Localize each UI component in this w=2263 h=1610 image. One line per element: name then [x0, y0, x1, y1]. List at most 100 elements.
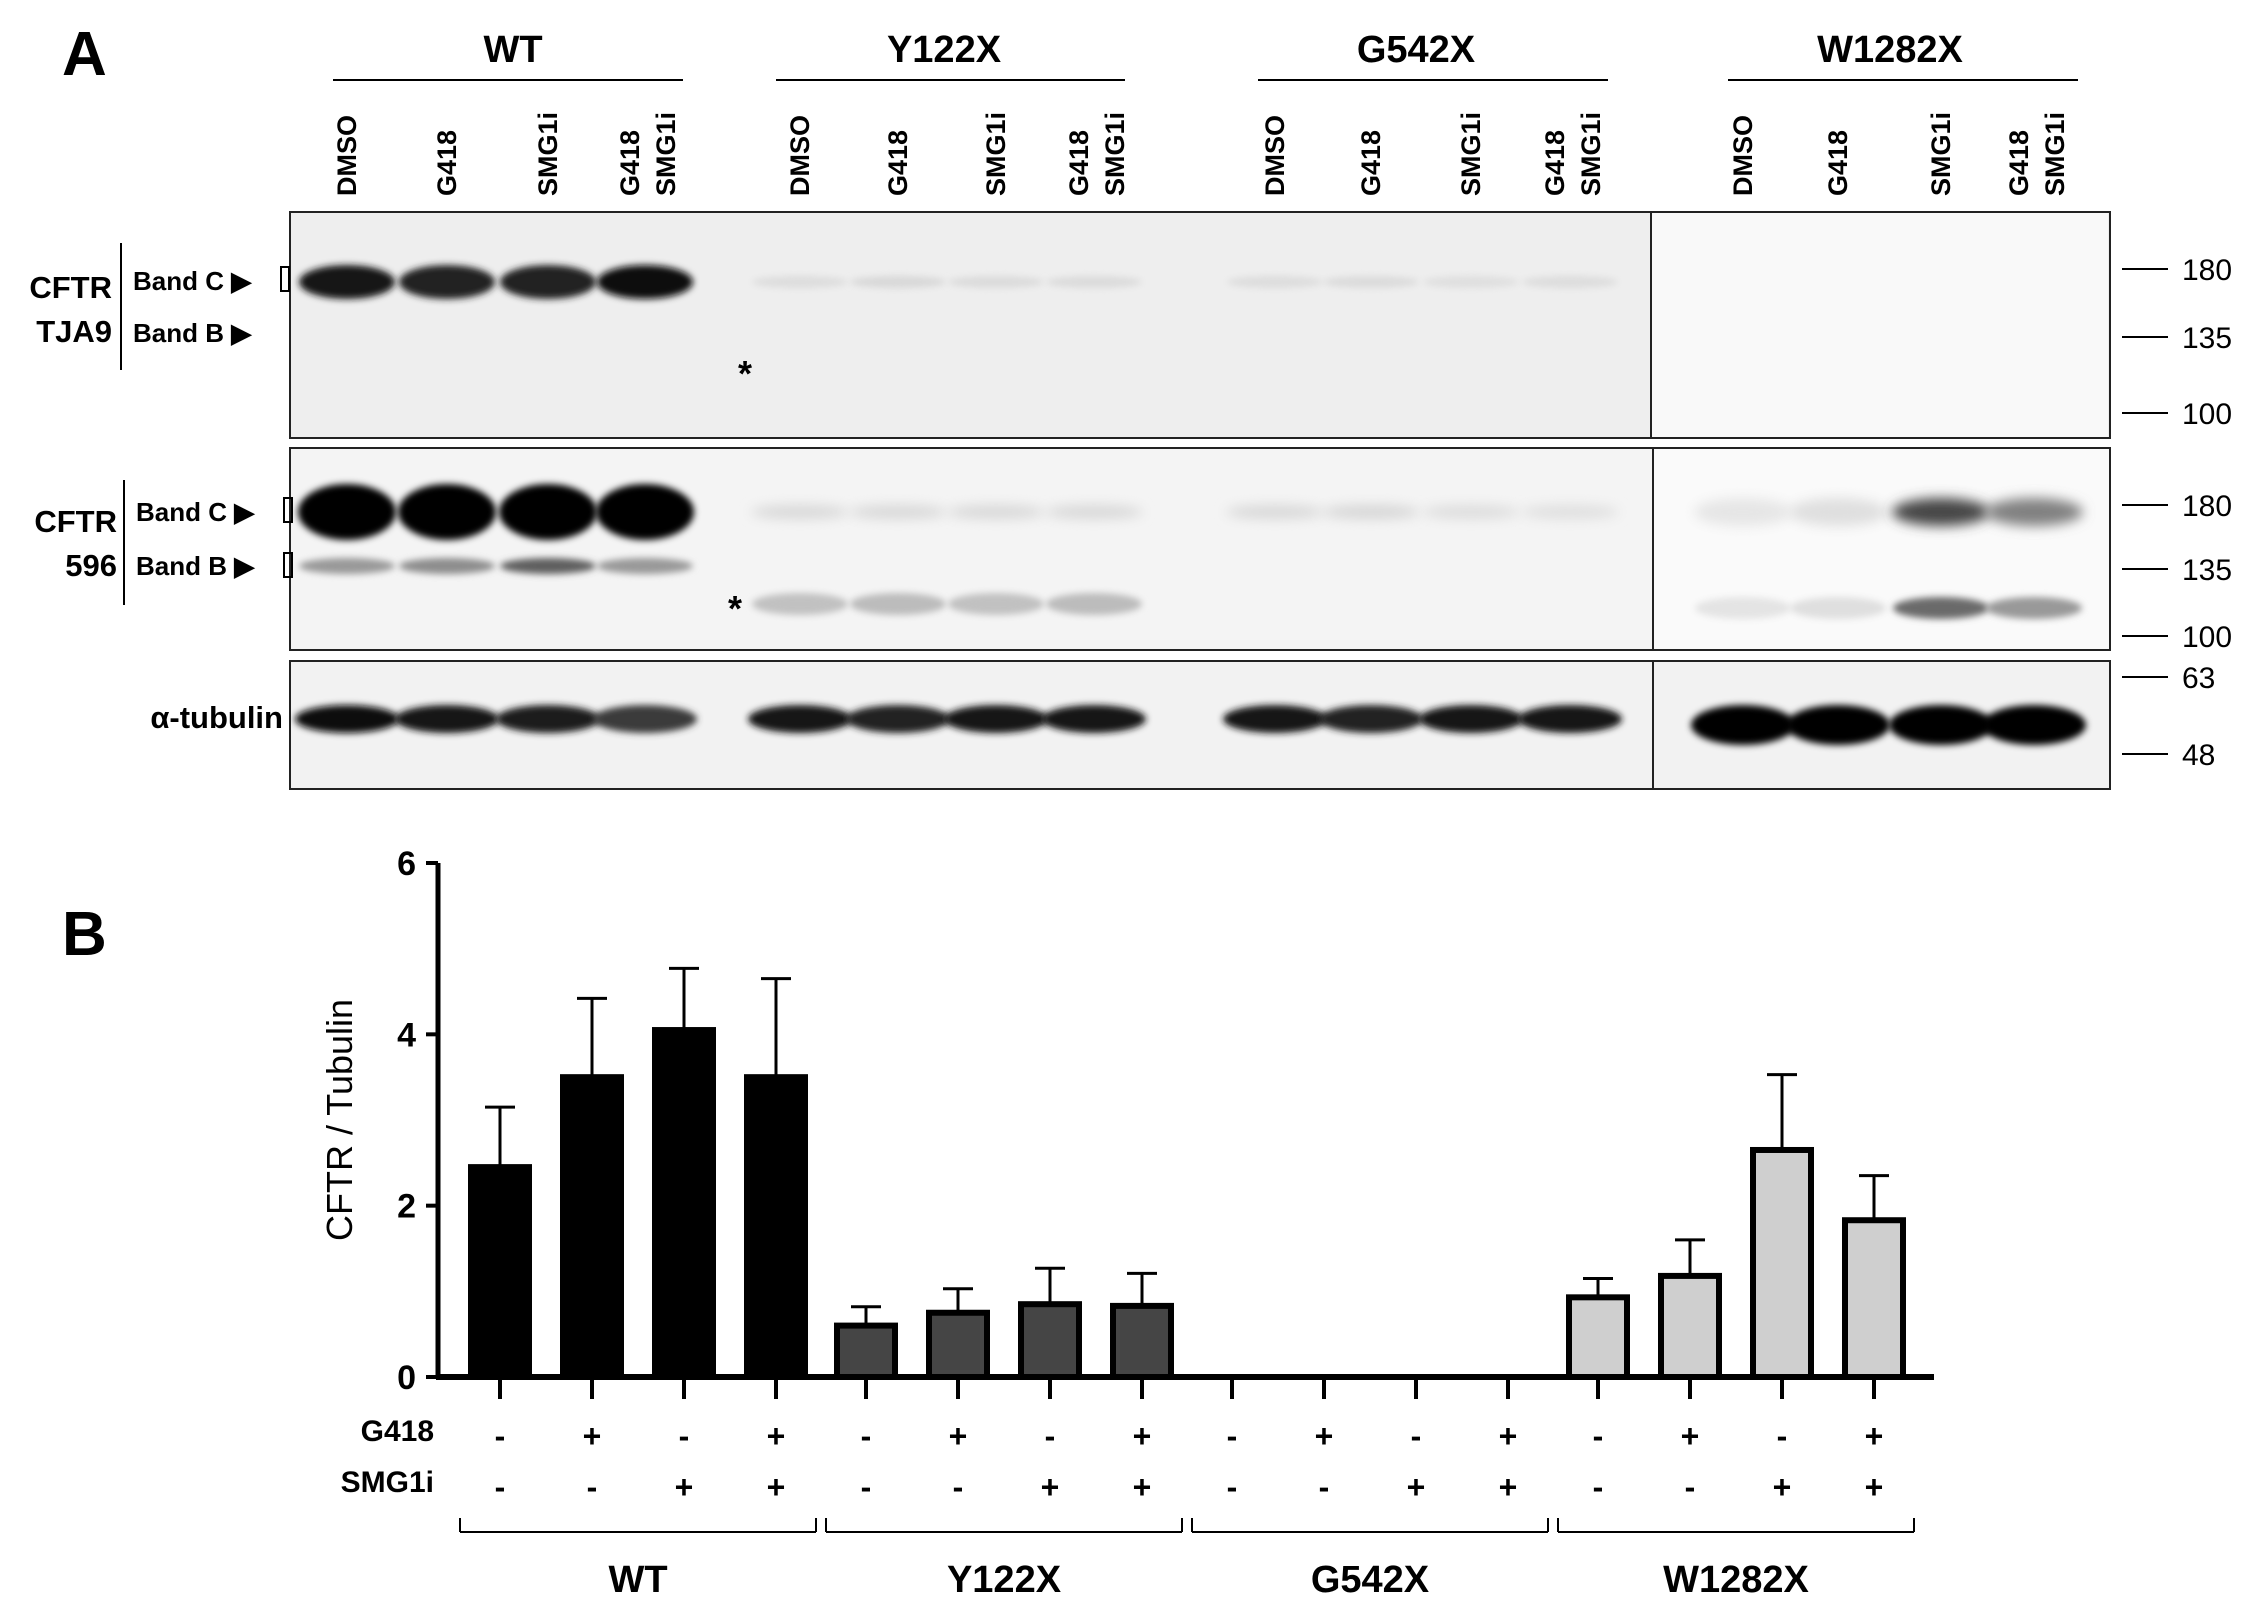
treatment-g418-y122x-0: - — [861, 1418, 872, 1454]
treatment-g418-g542x-2: - — [1411, 1418, 1422, 1454]
band-tja9-c-wt-g418 — [399, 265, 495, 299]
lane-label-g542x-g418-smg1i-line1: G418 — [1540, 130, 1570, 196]
band-596-b-y122x-g418 — [850, 593, 946, 615]
bar-wt-3 — [744, 1074, 808, 1380]
treatment-label-g418: G418 — [361, 1415, 434, 1448]
y-axis-ticks: 0 2 4 6 — [397, 845, 438, 1397]
blot-tja9-asterisk: * — [738, 353, 752, 394]
band-tubulin-wt-g418-smg1i — [593, 705, 697, 733]
band-tubulin-w1282x-smg1i — [1889, 705, 1993, 745]
band-tubulin-w1282x-dmso — [1691, 705, 1795, 745]
mw-markers: 180 135 100 180 135 100 63 48 — [2122, 254, 2232, 772]
band-tubulin-g542x-dmso — [1223, 705, 1327, 733]
mw-label-tja9-135: 135 — [2182, 322, 2232, 355]
blot-tja9-band-c-label: Band C ▶ — [133, 266, 252, 296]
band-596-c-y122x-smg1i — [947, 505, 1045, 519]
blot-tja9-band-b-label: Band B ▶ — [133, 318, 252, 348]
lane-label-w1282x-smg1i: SMG1i — [1926, 112, 1956, 196]
blot-group-label-g542x: G542X — [1357, 29, 1476, 71]
treatment-g418-wt-0: - — [495, 1418, 506, 1454]
panel-a-western-blot: A WT Y122X G542X W1282X DMSO G418 SMG1i G418 SM… — [29, 20, 2232, 790]
band-596-b-y122x-dmso — [752, 593, 848, 615]
band-596-c-wt-smg1i — [499, 484, 597, 540]
mw-label-596-180: 180 — [2182, 490, 2232, 523]
band-tubulin-y122x-smg1i — [944, 705, 1048, 733]
band-596-c-w1282x-dmso — [1694, 498, 1792, 526]
band-tubulin-w1282x-g418 — [1786, 705, 1890, 745]
lane-label-g542x-g418-smg1i-line2: SMG1i — [1576, 112, 1606, 196]
band-tubulin-y122x-g418-smg1i — [1042, 705, 1146, 733]
bar-wt-0 — [468, 1164, 532, 1381]
treatment-smg1i-y122x-1: - — [953, 1469, 964, 1505]
lane-label-y122x-g418-smg1i-line1: G418 — [1064, 130, 1094, 196]
bar-w1282x-2 — [1750, 1146, 1814, 1380]
y-axis-label: CFTR / Tubulin — [319, 999, 360, 1241]
lane-label-wt-smg1i: SMG1i — [533, 112, 563, 196]
band-tubulin-y122x-dmso — [748, 705, 852, 733]
mw-label-tubulin-63: 63 — [2182, 662, 2215, 695]
blot-596-band-b-marker-box — [283, 552, 293, 578]
bar-y122x-2 — [1018, 1301, 1082, 1381]
bars — [468, 966, 1906, 1381]
bar-wt-2 — [652, 1027, 716, 1381]
blot-tubulin-label: α-tubulin — [150, 700, 283, 735]
lane-label-w1282x-g418: G418 — [1823, 130, 1853, 196]
blot-bands — [295, 265, 2086, 745]
band-596-c-g542x-dmso — [1226, 505, 1324, 519]
treatment-smg1i-w1282x-0: - — [1593, 1469, 1604, 1505]
bar-w1282x-3 — [1842, 1217, 1906, 1380]
band-596-c-w1282x-smg1i — [1892, 498, 1990, 526]
band-596-c-wt-g418-smg1i — [596, 484, 694, 540]
band-tja9-c-y122x-g418 — [850, 276, 946, 288]
treatment-smg1i-wt-0: - — [495, 1469, 506, 1505]
blot-596-band-b-label: Band B ▶ — [136, 551, 255, 581]
treatment-smg1i-g542x-2: + — [1407, 1469, 1426, 1505]
treatment-smg1i-wt-2: + — [675, 1469, 694, 1505]
lane-label-w1282x-dmso: DMSO — [1728, 115, 1758, 196]
treatment-g418-y122x-2: - — [1045, 1418, 1056, 1454]
band-596-c-g542x-g418 — [1322, 505, 1420, 519]
band-596-b-w1282x-dmso — [1695, 597, 1791, 619]
treatment-smg1i-g542x-0: - — [1227, 1469, 1238, 1505]
treatment-smg1i-w1282x-1: - — [1685, 1469, 1696, 1505]
mw-label-596-135: 135 — [2182, 554, 2232, 587]
band-596-b-wt-g418 — [399, 558, 495, 574]
y-tick-label-0: 0 — [397, 1359, 416, 1397]
band-tubulin-y122x-g418 — [846, 705, 950, 733]
band-596-b-wt-g418-smg1i — [597, 558, 693, 574]
band-596-b-wt-dmso — [299, 558, 395, 574]
band-tja9-c-wt-smg1i — [500, 265, 596, 299]
treatment-smg1i-wt-1: - — [587, 1469, 598, 1505]
y-tick-label-6: 6 — [397, 845, 416, 883]
lane-label-y122x-dmso: DMSO — [785, 115, 815, 196]
band-tubulin-wt-smg1i — [496, 705, 600, 733]
band-596-c-y122x-g418-smg1i — [1045, 505, 1143, 519]
blot-596-label-line1: CFTR — [34, 504, 117, 539]
treatment-table: G418 SMG1i - - + - - + + + - - + - - + + + - - + - - + + + - - + - - + +… — [341, 1415, 1884, 1505]
blot-596-w1282x-region — [1653, 449, 2109, 649]
band-tja9-c-y122x-dmso — [752, 276, 848, 288]
group-label-g542x: G542X — [1311, 1559, 1430, 1601]
lane-label-wt-g418-smg1i-line2: SMG1i — [651, 112, 681, 196]
panel-b-bar-chart: B CFTR / Tubulin 0 2 4 6 G418 SMG1i - - + - - + + + -… — [62, 845, 1934, 1601]
blot-tja9-label-line1: CFTR — [29, 270, 112, 305]
treatment-g418-w1282x-2: - — [1777, 1418, 1788, 1454]
treatment-g418-g542x-3: + — [1499, 1418, 1518, 1454]
band-596-c-w1282x-g418 — [1789, 498, 1887, 526]
lane-label-w1282x-g418-smg1i-line2: SMG1i — [2040, 112, 2070, 196]
bar-y122x-1 — [926, 1309, 990, 1380]
treatment-label-smg1i: SMG1i — [341, 1466, 434, 1499]
band-596-b-w1282x-g418 — [1790, 597, 1886, 619]
blot-group-label-wt: WT — [483, 29, 542, 71]
treatment-g418-g542x-0: - — [1227, 1418, 1238, 1454]
band-tubulin-w1282x-g418-smg1i — [1982, 705, 2086, 745]
bar-w1282x-0 — [1566, 1294, 1630, 1380]
treatment-g418-y122x-1: + — [949, 1418, 968, 1454]
bar-y122x-3 — [1110, 1302, 1174, 1380]
band-tja9-c-y122x-g418-smg1i — [1046, 276, 1142, 288]
band-tja9-c-g542x-dmso — [1227, 276, 1323, 288]
treatment-g418-wt-3: + — [767, 1418, 786, 1454]
panel-a-letter: A — [62, 20, 107, 89]
treatment-smg1i-g542x-1: - — [1319, 1469, 1330, 1505]
